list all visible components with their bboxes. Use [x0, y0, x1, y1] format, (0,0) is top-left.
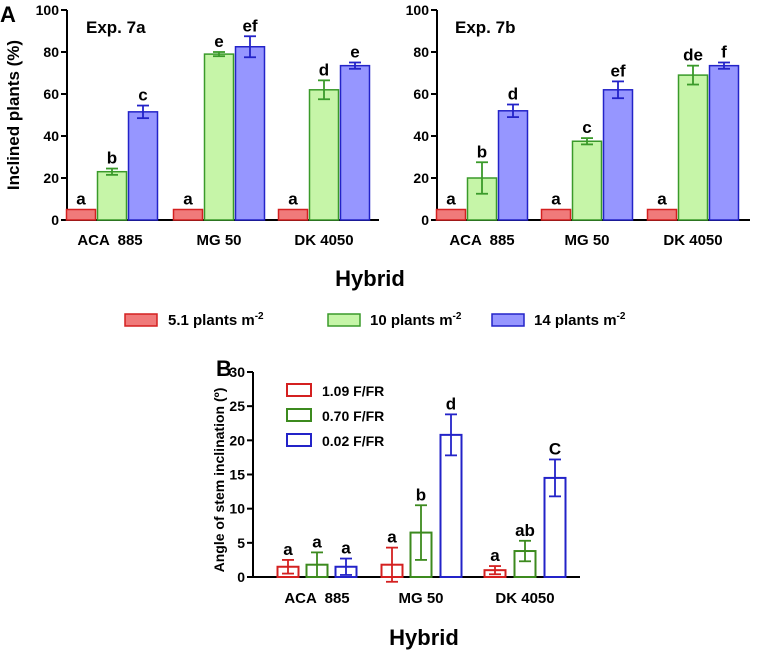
significance-letter: a	[657, 190, 667, 209]
y-tick-label: 100	[36, 2, 60, 18]
y-tick-label: 30	[229, 364, 245, 380]
significance-letter: a	[551, 190, 561, 209]
legend-b-swatch-0-02	[286, 433, 312, 447]
legend-b-swatch-1-09	[286, 383, 312, 397]
bar-14-plants-m-2-dk-4050	[339, 64, 371, 221]
y-tick-label: 40	[413, 128, 429, 144]
significance-letter: a	[387, 528, 397, 547]
panel-b-label: B	[216, 356, 232, 381]
significance-letter: ef	[610, 61, 625, 80]
significance-letter: d	[319, 60, 329, 79]
bar-10-plants-m-2-mg-50	[203, 53, 235, 221]
significance-letter: a	[288, 190, 298, 209]
significance-letter: a	[446, 190, 456, 209]
significance-letter: ab	[515, 521, 535, 540]
bar-5-1-plants-m-2-mg-50	[540, 208, 572, 221]
x-category-label: DK 4050	[663, 232, 722, 249]
exp-7a-title: Exp. 7a	[86, 18, 146, 37]
bar-10-plants-m-2-dk-4050	[677, 74, 709, 221]
legend-swatch-green	[327, 313, 361, 327]
bar-10-plants-m-2-aca-885	[96, 170, 128, 221]
y-tick-label: 15	[229, 467, 245, 483]
y-tick-label: 60	[413, 86, 429, 102]
significance-letter: a	[183, 190, 193, 209]
bar-14-plants-m-2-dk-4050	[708, 64, 740, 221]
x-category-label: ACA 885	[77, 232, 142, 249]
exp-7b-title: Exp. 7b	[455, 18, 515, 37]
x-category-label: DK 4050	[495, 590, 554, 607]
bar-5-1-plants-m-2-mg-50	[172, 208, 204, 221]
x-category-label: DK 4050	[294, 232, 353, 249]
x-category-label: MG 50	[196, 232, 241, 249]
significance-letter: d	[508, 85, 518, 104]
legend-label-10-plants: 10 plants m-2	[370, 311, 462, 329]
bar-14-plants-m-2-aca-885	[127, 111, 159, 221]
legend-label-5-1-plants: 5.1 plants m-2	[168, 311, 264, 329]
bar-10-plants-m-2-mg-50	[571, 140, 603, 221]
bar-14-plants-m-2-aca-885	[497, 110, 529, 221]
significance-letter: a	[283, 540, 293, 559]
y-tick-label: 0	[421, 212, 429, 228]
y-tick-label: 80	[413, 44, 429, 60]
significance-letter: c	[138, 86, 147, 105]
bar-5-1-plants-m-2-dk-4050	[646, 208, 678, 221]
panel-b-legend: 1.09 F/FR 0.70 F/FR 0.02 F/FR	[286, 383, 384, 449]
bar-14-plants-m-2-mg-50	[234, 46, 266, 221]
y-tick-label: 0	[237, 569, 245, 585]
legend-swatch-blue	[491, 313, 525, 327]
panel-a-legend: 5.1 plants m-2 10 plants m-2 14 plants m…	[124, 311, 626, 329]
legend-b-label-0-70: 0.70 F/FR	[322, 408, 384, 424]
significance-letter: e	[214, 32, 223, 51]
panel-a-y-axis-title: Inclined plants (%)	[4, 40, 23, 190]
significance-letter: a	[490, 546, 500, 565]
bar-5-1-plants-m-2-aca-885	[435, 208, 467, 221]
panel-b-y-axis-title: Angle of stem inclination (º)	[211, 388, 227, 573]
significance-letter: ef	[242, 16, 257, 35]
y-tick-label: 20	[43, 170, 59, 186]
significance-letter: f	[721, 43, 727, 62]
x-category-label: MG 50	[398, 590, 443, 607]
bar-5-1-plants-m-2-aca-885	[65, 208, 97, 221]
bar-14-plants-m-2-mg-50	[602, 89, 634, 221]
y-tick-label: 5	[237, 535, 245, 551]
significance-letter: b	[477, 142, 487, 161]
significance-letter: a	[341, 539, 351, 558]
significance-letter: b	[416, 485, 426, 504]
bar-5-1-plants-m-2-dk-4050	[277, 208, 309, 221]
panel-b-x-axis-title: Hybrid	[389, 625, 459, 650]
y-tick-label: 10	[229, 501, 245, 517]
legend-label-14-plants: 14 plants m-2	[534, 311, 626, 329]
y-tick-label: 40	[43, 128, 59, 144]
significance-letter: c	[582, 118, 591, 137]
legend-b-label-0-02: 0.02 F/FR	[322, 433, 384, 449]
significance-letter: e	[350, 43, 359, 62]
legend-swatch-red	[124, 313, 158, 327]
y-tick-label: 20	[413, 170, 429, 186]
y-tick-label: 0	[51, 212, 59, 228]
significance-letter: C	[549, 439, 561, 458]
x-category-label: ACA 885	[449, 232, 514, 249]
significance-letter: b	[107, 149, 117, 168]
panel-a-label: A	[0, 2, 16, 27]
significance-letter: a	[76, 190, 86, 209]
significance-letter: d	[446, 394, 456, 413]
chart-2: 0 20 40 60 80 100 a a a b c de d ef f ACA 885 MG 50 DK 40…	[406, 2, 750, 249]
panel-a-x-axis-title: Hybrid	[335, 266, 405, 291]
bar-10-plants-m-2-dk-4050	[308, 89, 340, 221]
significance-letter: de	[683, 46, 703, 65]
y-tick-label: 80	[43, 44, 59, 60]
y-tick-label: 60	[43, 86, 59, 102]
y-tick-label: 100	[406, 2, 430, 18]
y-tick-label: 20	[229, 432, 245, 448]
legend-b-label-1-09: 1.09 F/FR	[322, 383, 384, 399]
significance-letter: a	[312, 532, 322, 551]
y-tick-label: 25	[229, 398, 245, 414]
legend-b-swatch-0-70	[286, 408, 312, 422]
x-category-label: ACA 885	[284, 590, 349, 607]
x-category-label: MG 50	[564, 232, 609, 249]
